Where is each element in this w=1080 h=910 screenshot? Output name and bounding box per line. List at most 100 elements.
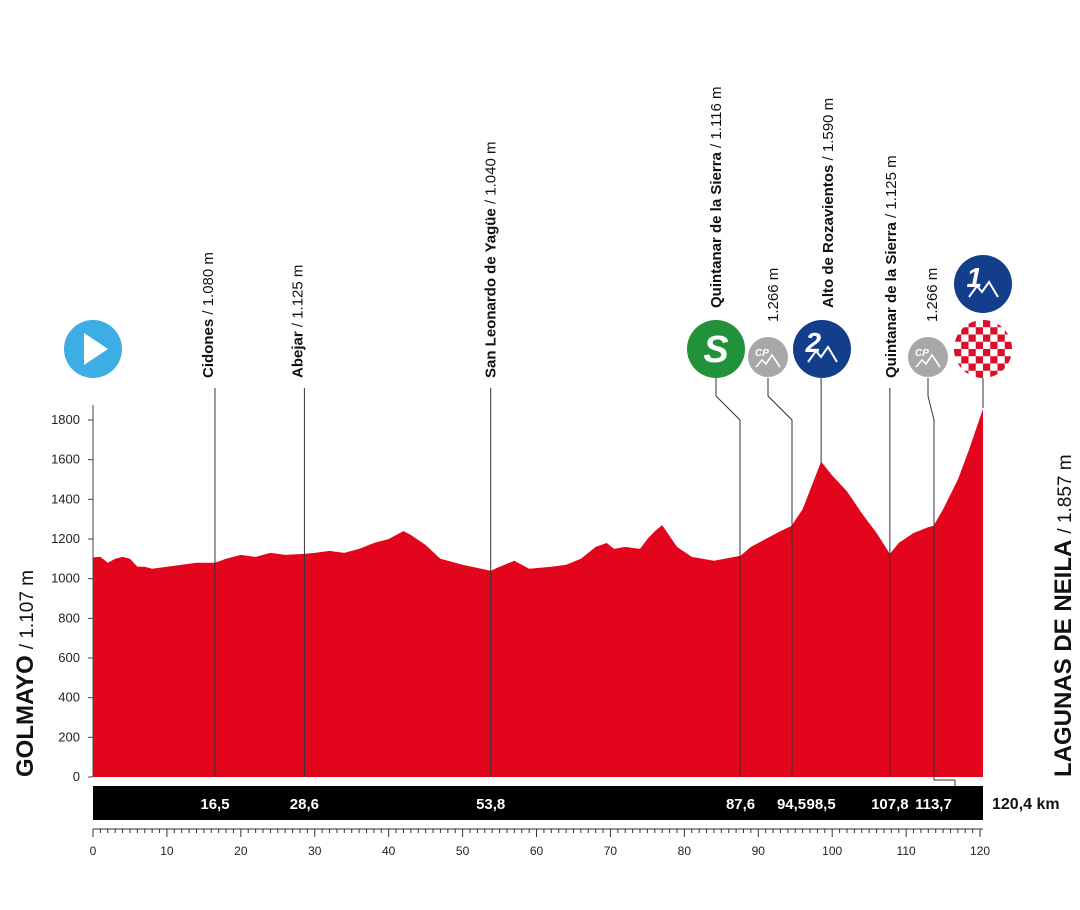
checker-square — [954, 320, 962, 328]
x-tick-label: 20 — [234, 844, 248, 858]
waypoint-label: San Leonardo de Yagüe / 1.040 m — [483, 142, 500, 378]
checker-square — [983, 320, 991, 328]
leader-line-checkpoint-1 — [767, 378, 793, 777]
checker-square — [975, 327, 983, 335]
waypoint-altitude: / 1.116 m — [708, 87, 725, 153]
checker-square — [983, 349, 991, 357]
checkpoint-icon-1 — [748, 337, 788, 377]
finish-label-altitude: / 1.857 m — [1055, 454, 1076, 533]
checker-square — [975, 341, 983, 349]
climb-cat-1-icon — [954, 255, 1012, 313]
waypoint-label: Abejar / 1.125 m — [289, 265, 306, 378]
checker-square — [954, 349, 962, 357]
checker-square — [997, 334, 1005, 342]
x-tick-label: 100 — [822, 844, 842, 858]
y-tick-label: 200 — [58, 729, 80, 744]
x-axis: 0 10 20 30 40 50 60 70 80 90 100 110 120 — [90, 828, 990, 858]
checker-square — [975, 356, 983, 364]
climb-cat-2-icon-label: 2 — [805, 327, 822, 358]
waypoint-labels: Cidones / 1.080 m Abejar / 1.125 m San Leo… — [200, 87, 941, 378]
climb-cat-2-icon — [793, 320, 851, 378]
checker-square — [975, 370, 983, 378]
play-triangle-icon — [84, 333, 108, 365]
y-tick-label: 400 — [58, 690, 80, 705]
y-tick-label: 600 — [58, 650, 80, 665]
waypoint-altitude: / 1.080 m — [200, 252, 217, 319]
waypoint-altitude: / 1.040 m — [483, 142, 500, 209]
waypoint-label: 1.266 m — [765, 268, 782, 322]
elevation-area — [93, 408, 983, 777]
y-tick-label: 1000 — [51, 571, 80, 586]
start-label-altitude: / 1.107 m — [17, 570, 38, 649]
waypoint-name: Abejar — [289, 331, 306, 378]
checker-square — [968, 363, 976, 371]
waypoint-altitude: / 1.125 m — [883, 155, 900, 222]
checker-square — [997, 349, 1005, 357]
checker-square — [968, 334, 976, 342]
checker-square — [961, 356, 969, 364]
y-tick-label: 1200 — [51, 531, 80, 546]
checker-square — [961, 327, 969, 335]
start-label: GOLMAYO / 1.107 m — [12, 570, 39, 777]
y-tick-label: 0 — [73, 769, 80, 784]
waypoint-label: 1.266 m — [924, 268, 941, 322]
waypoint-altitude: 1.266 m — [765, 268, 782, 322]
checker-square — [1004, 327, 1012, 335]
total-distance-label: 120,4 km — [992, 796, 1060, 813]
checker-square — [954, 334, 962, 342]
waypoint-name: San Leonardo de Yagüe — [483, 208, 500, 378]
km-bar-label: 28,6 — [290, 796, 319, 813]
km-bar-label: 53,8 — [476, 796, 505, 813]
km-bar-label: 16,5 — [200, 796, 229, 813]
y-tick-label: 1600 — [51, 452, 80, 467]
x-tick-label: 70 — [604, 844, 618, 858]
waypoint-leader-lines — [214, 378, 984, 786]
checker-square — [954, 363, 962, 371]
x-tick-label: 30 — [308, 844, 322, 858]
leader-line-checkpoint-2 — [927, 378, 956, 786]
mountain-icon — [807, 345, 838, 363]
finish-label: LAGUNAS DE NEILA / 1.857 m — [1050, 454, 1077, 777]
x-tick-label: 120 — [970, 844, 990, 858]
mountain-icon — [755, 353, 781, 368]
sprint-icon — [687, 320, 745, 378]
checker-square — [1004, 370, 1012, 378]
checker-square — [961, 341, 969, 349]
km-bar-label: 98,5 — [807, 796, 836, 813]
checker-square — [997, 363, 1005, 371]
km-bar-label: 94,5 — [777, 796, 806, 813]
x-tick-label: 110 — [897, 844, 916, 858]
checker-square — [983, 334, 991, 342]
km-bar: 16,5 28,6 53,8 87,6 94,5 98,5 107,8 113,7 120,4 … — [93, 786, 1060, 820]
finish-label-name: LAGUNAS DE NEILA — [1050, 540, 1077, 777]
checker-square — [1004, 356, 1012, 364]
checker-square — [968, 349, 976, 357]
checker-square — [983, 363, 991, 371]
waypoint-name: Quintanar de la Sierra — [883, 221, 900, 378]
mountain-icon — [968, 280, 999, 298]
checkpoint-icon-1-label: CP — [755, 348, 769, 359]
mountain-icon — [915, 353, 941, 368]
waypoint-altitude: 1.266 m — [924, 268, 941, 322]
start-label-name: GOLMAYO — [12, 655, 39, 777]
y-tick-label: 1400 — [51, 491, 80, 506]
checker-square — [968, 320, 976, 328]
checker-square — [1004, 341, 1012, 349]
x-tick-label: 60 — [530, 844, 544, 858]
x-tick-label: 40 — [382, 844, 396, 858]
km-bar-background — [93, 786, 983, 820]
checker-square — [990, 356, 998, 364]
checker-square — [990, 370, 998, 378]
y-tick-label: 1800 — [51, 412, 80, 427]
waypoint-name: Alto de Rozavientos — [820, 165, 837, 308]
x-tick-label: 0 — [90, 844, 97, 858]
sprint-icon-label: S — [703, 329, 728, 371]
leader-line-sprint — [715, 378, 741, 777]
waypoint-markers: S CP CP 2 1 — [64, 255, 1012, 378]
y-axis: 0 200 400 600 800 1000 1200 1400 1600 1800 — [51, 405, 94, 784]
checkpoint-icon-2 — [908, 337, 948, 377]
climb-cat-1-icon-label: 1 — [967, 262, 983, 293]
km-bar-label: 87,6 — [726, 796, 755, 813]
waypoint-label: Alto de Rozavientos / 1.590 m — [820, 98, 837, 308]
x-tick-label: 10 — [160, 844, 174, 858]
